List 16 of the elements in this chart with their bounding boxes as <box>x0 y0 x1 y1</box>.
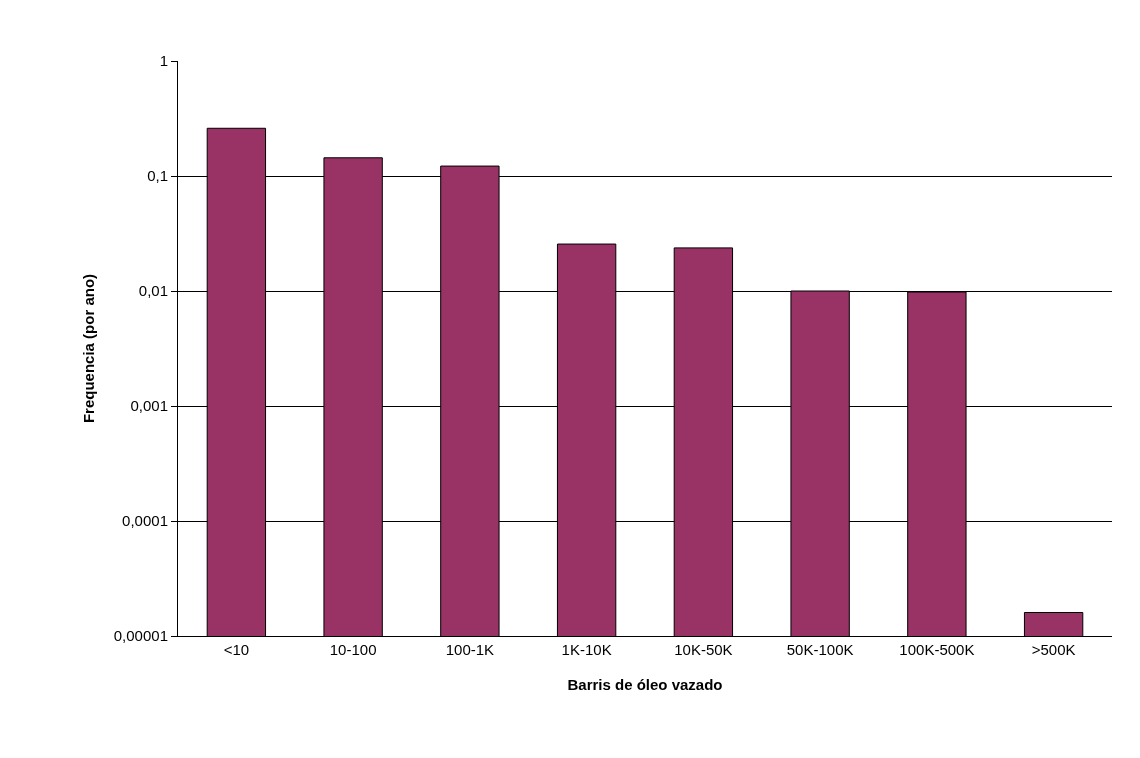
y-tick-label: 0,00001 <box>113 627 168 645</box>
y-axis-title: Frequencia (por ano) <box>80 273 98 424</box>
y-tick-label: 0,0001 <box>122 512 168 530</box>
x-axis-title: Barris de óleo vazado <box>567 676 723 693</box>
y-tick-label: 0,01 <box>138 282 168 300</box>
x-tick-label: 10-100 <box>329 641 377 658</box>
y-tick-label: 1 <box>159 52 168 70</box>
y-tick-label: 0,1 <box>147 167 168 185</box>
x-tick-label: 100-1K <box>445 641 495 658</box>
x-tick-label: 1K-10K <box>561 641 612 658</box>
y-tick-label: 0,001 <box>130 397 168 415</box>
x-tick-label: <10 <box>223 641 250 658</box>
x-tick-label: 100K-500K <box>899 641 975 658</box>
x-tick-label: >500K <box>1031 641 1076 658</box>
x-tick-label: 50K-100K <box>786 641 854 658</box>
x-tick-label: 10K-50K <box>674 641 733 658</box>
